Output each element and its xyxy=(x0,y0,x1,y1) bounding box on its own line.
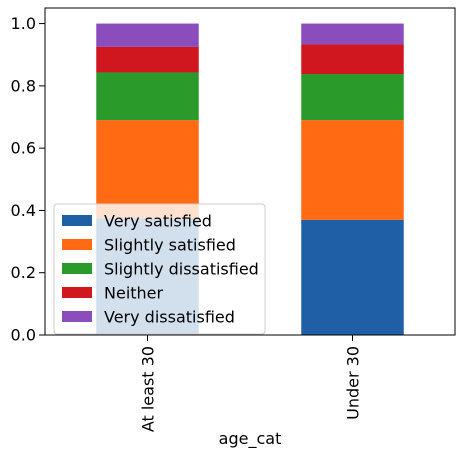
bar-segment-1-3 xyxy=(96,72,199,121)
legend-swatch xyxy=(62,215,92,226)
bar-segment-2-1 xyxy=(301,219,404,335)
legend-label: Very satisfied xyxy=(104,212,212,231)
bars xyxy=(96,23,404,335)
bar-segment-2-2 xyxy=(301,120,404,220)
plot-frame xyxy=(44,7,456,336)
legend-label: Very dissatisfied xyxy=(104,308,235,327)
legend: Very satisfied Slightly satisfied Slightly… xyxy=(53,203,266,335)
bar-segment-1-2 xyxy=(96,120,199,219)
y-tick-label: 0.2 xyxy=(11,263,36,282)
bar-segment-2-5 xyxy=(301,23,404,45)
legend-label: Neither xyxy=(104,284,164,303)
y-tick-label: 0.4 xyxy=(11,201,36,220)
legend-label: Slightly satisfied xyxy=(104,236,236,255)
x-axis-label: age_cat xyxy=(219,429,282,449)
bar-segment-2-4 xyxy=(301,44,404,75)
bar-segment-2-3 xyxy=(301,74,404,121)
bar-segment-1-4 xyxy=(96,46,199,73)
legend-box xyxy=(53,203,266,335)
y-axis-ticks: 0.0 0.2 0.4 0.6 0.8 1.0 xyxy=(11,14,45,345)
legend-swatch xyxy=(62,239,92,250)
legend-swatch xyxy=(62,311,92,322)
x-axis-ticks: At least 30 Under 30 xyxy=(139,335,363,432)
legend-label: Slightly dissatisfied xyxy=(104,260,259,279)
legend-swatch xyxy=(62,263,92,274)
y-tick-label: 0.8 xyxy=(11,76,36,95)
y-tick-label: 0.6 xyxy=(11,139,36,158)
x-tick-label: At least 30 xyxy=(139,346,158,432)
bar-segment-1-5 xyxy=(96,23,199,47)
y-tick-label: 0.0 xyxy=(11,326,36,345)
legend-swatch xyxy=(62,287,92,298)
axes xyxy=(44,7,456,336)
y-tick-label: 1.0 xyxy=(11,14,36,33)
x-tick-label: Under 30 xyxy=(344,346,363,420)
